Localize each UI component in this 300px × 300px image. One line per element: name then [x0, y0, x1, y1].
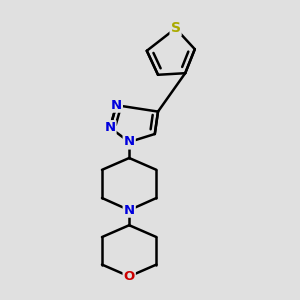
Text: N: N	[104, 121, 116, 134]
Text: N: N	[111, 99, 122, 112]
Text: O: O	[124, 270, 135, 283]
Text: N: N	[124, 204, 135, 217]
Text: N: N	[124, 136, 135, 148]
Text: S: S	[171, 21, 181, 35]
